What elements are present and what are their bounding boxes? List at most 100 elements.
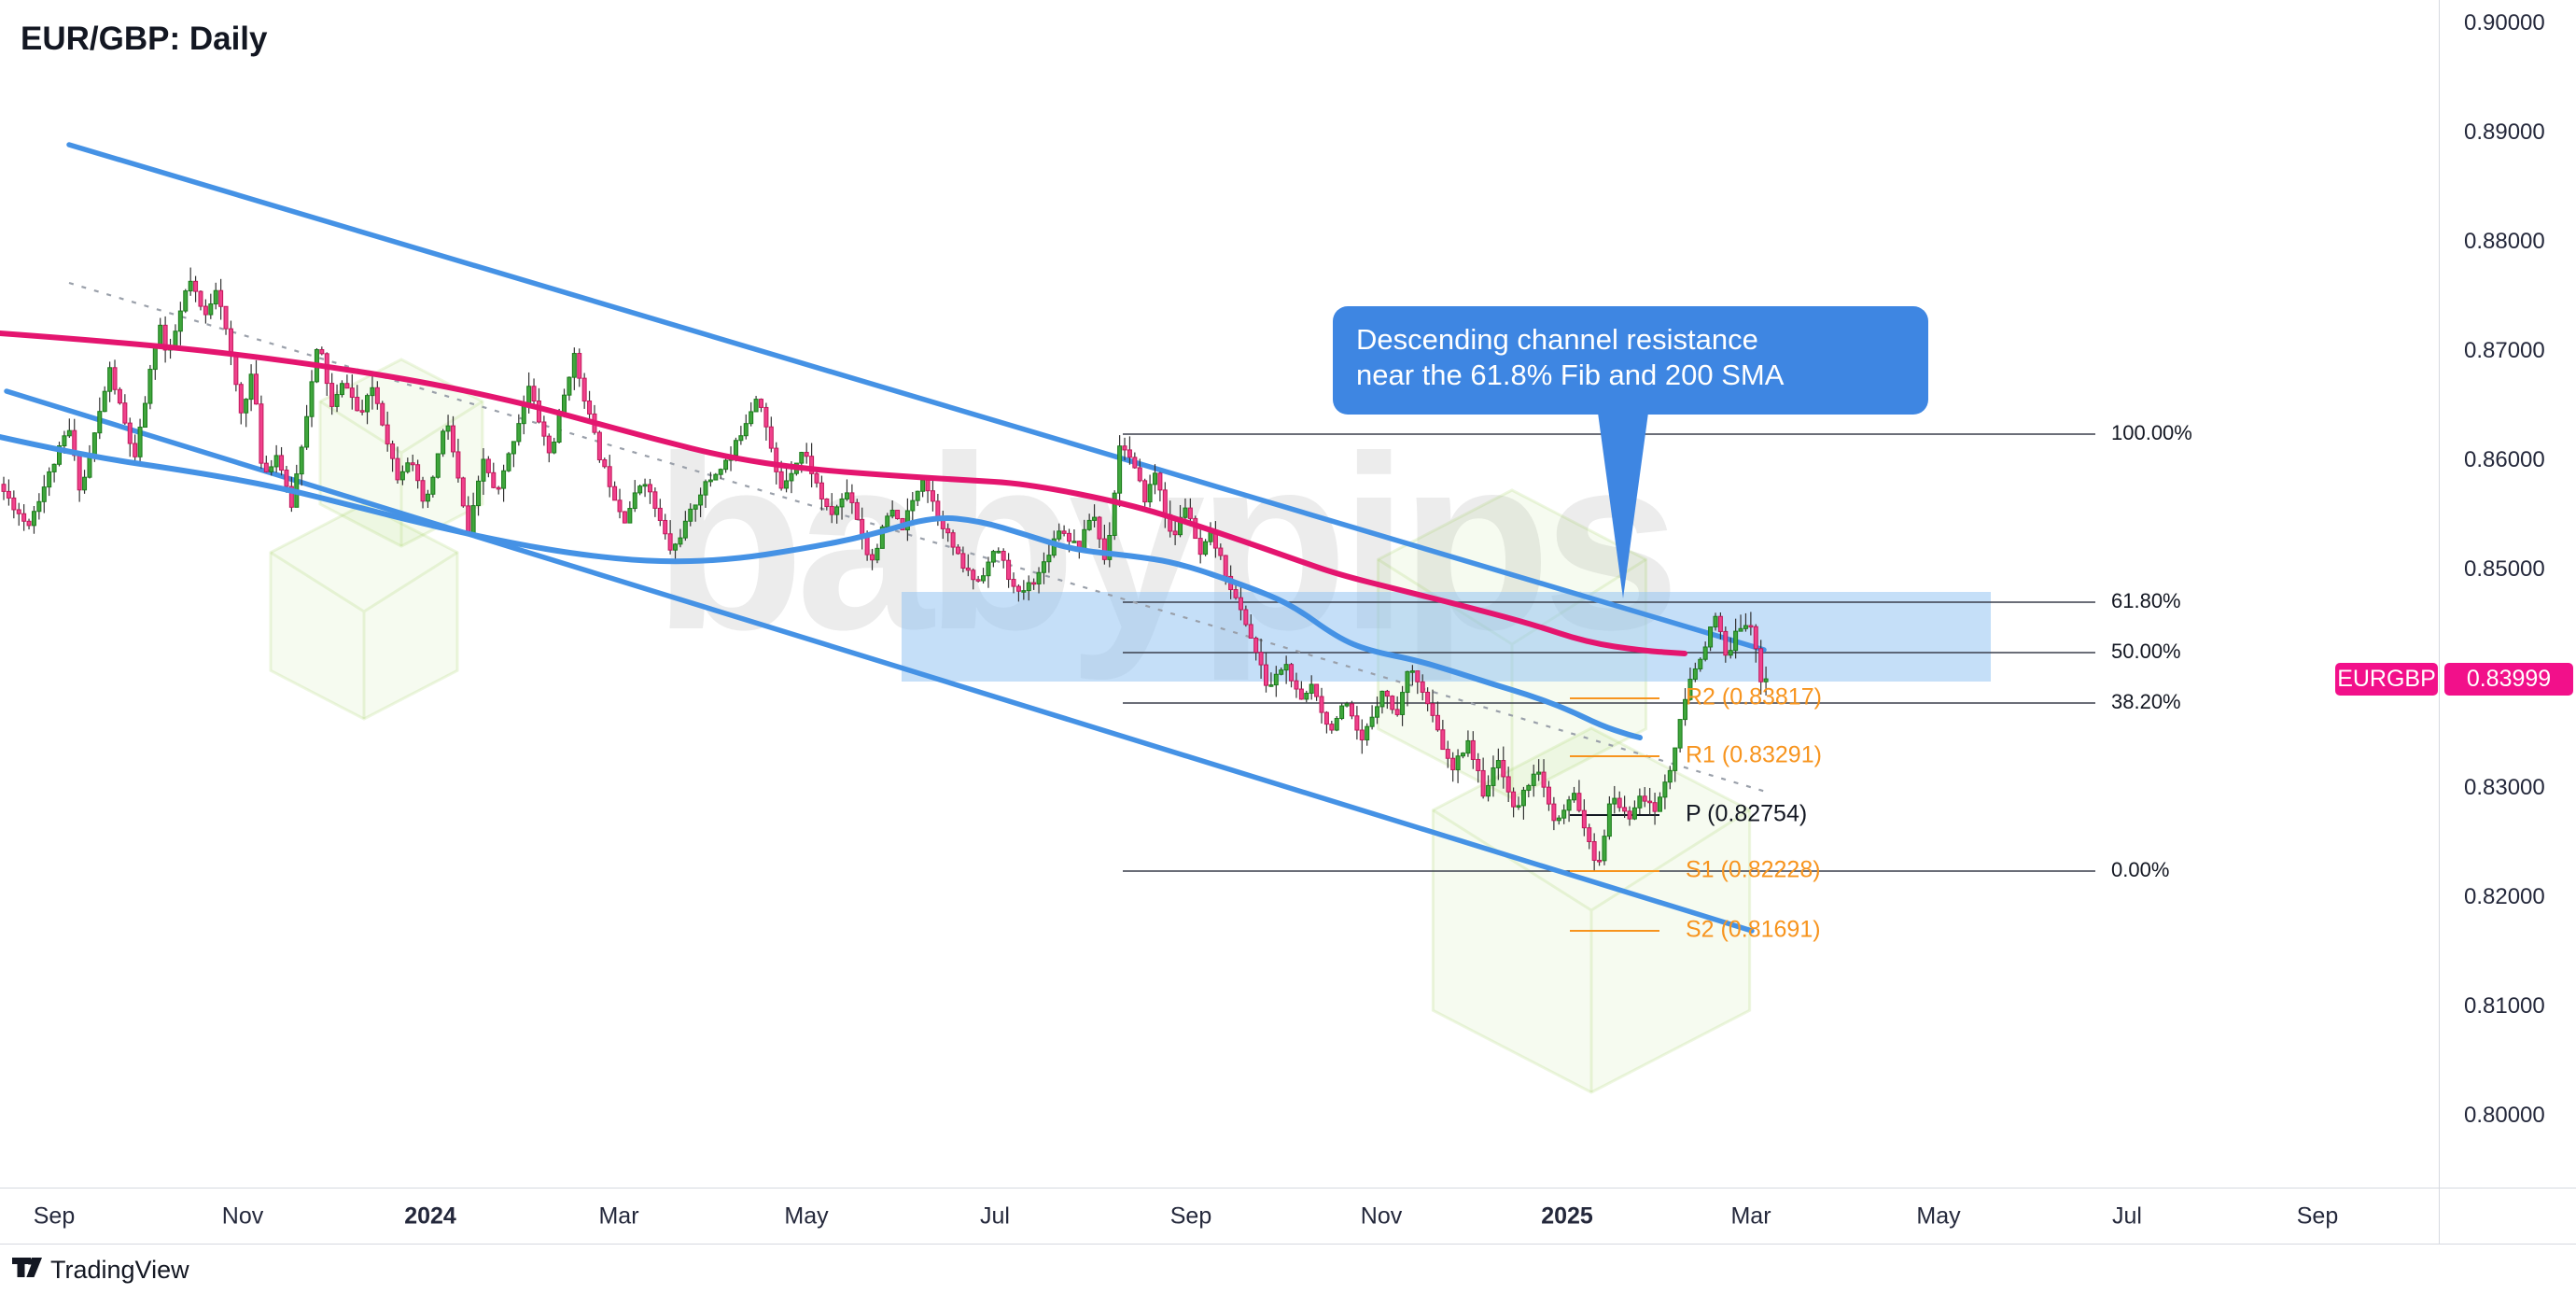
time-axis-label: Jul: [2112, 1203, 2142, 1230]
candle-down: [238, 384, 244, 414]
candle-up: [904, 510, 910, 531]
candle-down: [895, 510, 901, 520]
candle-down: [546, 435, 552, 454]
candle-up: [177, 310, 183, 332]
candle-down: [1, 484, 7, 492]
candle-down: [824, 498, 830, 507]
candle-down: [1591, 840, 1597, 861]
candle-down: [652, 491, 658, 509]
candle-down: [198, 290, 203, 307]
page-title: EUR/GBP: Daily: [21, 21, 268, 57]
time-axis-label: May: [1916, 1203, 1961, 1230]
candle-down: [117, 388, 122, 404]
candle-up: [506, 453, 511, 471]
candle-up: [1455, 755, 1461, 770]
candle-down: [1132, 457, 1138, 469]
candle-down: [667, 533, 673, 551]
price-axis-label: 0.82000: [2464, 884, 2545, 909]
candle-up: [62, 435, 67, 447]
candle-down: [965, 567, 971, 571]
candle-down: [596, 431, 602, 461]
candle-down: [133, 443, 138, 457]
candle-down: [1652, 802, 1658, 812]
candle-up: [986, 561, 991, 577]
candle-down: [1067, 532, 1072, 542]
candle-down: [1137, 467, 1142, 482]
candle-up: [1107, 534, 1113, 560]
candle-up: [1375, 706, 1380, 718]
candle-down: [1243, 609, 1249, 626]
babypips-cube-watermark: [1431, 726, 1752, 1094]
candle-up: [698, 494, 704, 506]
candle-up: [1405, 670, 1410, 694]
candle-up: [1283, 664, 1289, 671]
price-axis-label: 0.83000: [2464, 775, 2545, 800]
candle-down: [663, 519, 668, 535]
fib-level-label: 0.00%: [2111, 858, 2169, 881]
time-axis-label: Sep: [2296, 1203, 2339, 1230]
candle-down: [374, 387, 380, 404]
candle-down: [531, 386, 537, 402]
candle-down: [21, 513, 27, 522]
pivot-level-label: S2 (0.81691): [1686, 917, 1821, 943]
candle-up: [1677, 719, 1683, 749]
time-axis-label: Nov: [221, 1203, 264, 1230]
price-axis-label: 0.85000: [2464, 556, 2545, 582]
candle-down: [829, 505, 834, 515]
candle-up: [799, 452, 805, 464]
candle-down: [768, 426, 774, 449]
sma-50-line[interactable]: [0, 434, 1643, 740]
pivot-level-label: P (0.82754): [1686, 801, 1807, 827]
candle-down: [390, 443, 396, 459]
candle-down: [622, 511, 627, 524]
time-axis-label: Sep: [33, 1203, 76, 1230]
candle-up: [784, 480, 790, 489]
candle-up: [834, 506, 840, 515]
candle-down: [854, 501, 860, 520]
candle-down: [804, 452, 809, 457]
candle-up: [1763, 678, 1769, 682]
candle-down: [971, 570, 976, 581]
candle-down: [127, 422, 133, 444]
candle-up: [66, 429, 72, 437]
candle-up: [1409, 670, 1415, 673]
candle-up: [920, 479, 926, 492]
candle-up: [435, 453, 441, 478]
candle-up: [1147, 484, 1153, 503]
candle-up: [1531, 773, 1536, 786]
sma-200-line[interactable]: [0, 331, 1687, 656]
candle-down: [1748, 625, 1754, 628]
candle-down: [1142, 480, 1148, 503]
channel-upper-line[interactable]: [66, 142, 1767, 653]
candle-up: [1572, 793, 1577, 801]
candle-down: [774, 447, 779, 472]
candle-up: [1495, 760, 1501, 768]
annotation-callout[interactable]: Descending channel resistance near the 6…: [1333, 306, 1928, 415]
candle-up: [552, 442, 557, 454]
candle-up: [1273, 673, 1279, 686]
candle-down: [259, 403, 264, 464]
candle-up: [91, 432, 97, 457]
candle-down: [1717, 615, 1723, 632]
candle-down: [778, 471, 784, 489]
price-axis-border: [2439, 0, 2440, 1244]
pivot-level-label: R1 (0.83291): [1686, 742, 1822, 768]
candle-up: [1662, 781, 1668, 798]
candle-up: [1026, 582, 1031, 592]
candle-up: [642, 484, 648, 487]
candle-down: [945, 527, 951, 534]
candle-down: [1425, 691, 1431, 705]
candle-up: [511, 441, 516, 455]
candle-up: [1304, 693, 1309, 700]
candle-up: [889, 510, 895, 517]
tradingview-footer[interactable]: TradingView: [11, 1255, 189, 1285]
candle-up: [1460, 752, 1465, 757]
candle-down: [1541, 771, 1547, 788]
candle-down: [1758, 648, 1764, 682]
candle-up: [41, 486, 47, 502]
candle-down: [410, 462, 415, 466]
candle-up: [1683, 698, 1688, 721]
candle-down: [460, 477, 466, 507]
candle-down: [1289, 664, 1295, 682]
